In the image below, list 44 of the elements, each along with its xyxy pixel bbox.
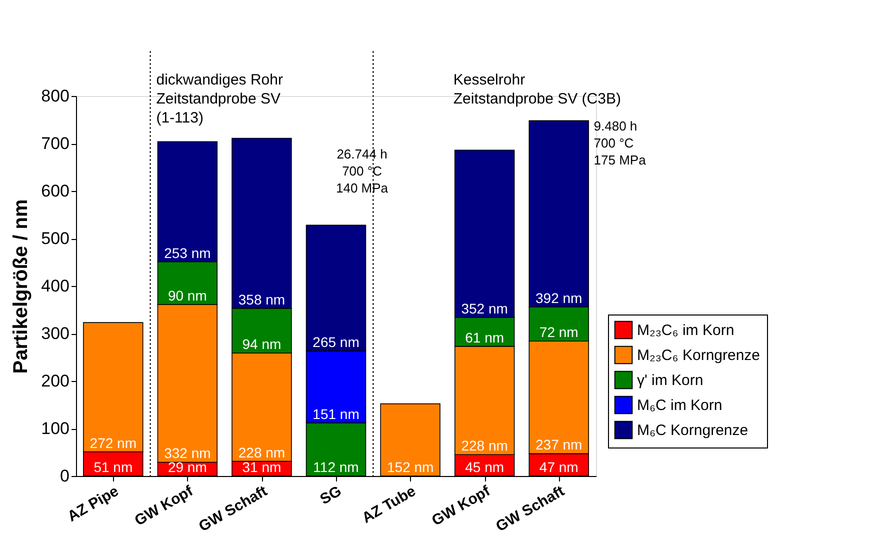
y-tick-label: 600 — [41, 182, 70, 200]
legend-label: γ' im Korn — [637, 372, 704, 389]
data-label: 228 nm — [238, 444, 286, 460]
data-label: 31 nm — [242, 459, 282, 475]
y-tick-label: 500 — [41, 229, 70, 248]
data-label: 332 nm — [164, 445, 211, 462]
data-label: 90 nm — [168, 288, 207, 304]
data-label: 94 nm — [242, 336, 282, 352]
x-tick-label: SG — [317, 482, 344, 508]
annotation: dickwandiges Rohr Zeitstandprobe SV (1-113) — [156, 71, 283, 126]
data-label: 352 nm — [461, 300, 508, 316]
y-tick-label: 0 — [60, 466, 70, 486]
data-label: 112 nm — [313, 459, 359, 475]
data-label: 392 nm — [536, 290, 582, 306]
y-tick-label: 700 — [41, 134, 70, 153]
y-tick-label: 200 — [41, 372, 70, 390]
y-tick-label: 100 — [41, 419, 70, 438]
data-label: 47 nm — [539, 459, 578, 475]
x-tick-label: AZ Pipe — [64, 482, 122, 526]
y-tick-label: 300 — [41, 324, 70, 343]
y-tick-label: 800 — [41, 86, 70, 106]
data-label: 61 nm — [465, 329, 504, 346]
annotation: 26.744 h 700 °C 140 MPa — [336, 146, 389, 196]
y-tick-label: 400 — [41, 276, 70, 296]
legend-label: M₆C im Korn — [637, 397, 722, 414]
data-label: 29 nm — [168, 459, 207, 475]
data-label: 151 nm — [312, 406, 360, 422]
data-label: 152 nm — [386, 459, 434, 475]
y-axis-title: Partikelgröße / nm — [10, 199, 32, 374]
data-label: 237 nm — [536, 436, 582, 453]
data-label: 228 nm — [461, 438, 508, 454]
legend-label: M₆C Korngrenze — [637, 422, 748, 439]
data-label: 253 nm — [164, 244, 211, 261]
data-label: 45 nm — [465, 459, 504, 475]
data-label: 72 nm — [539, 324, 578, 340]
legend-label: M₂₃C₆ Korngrenze — [637, 347, 760, 364]
annotation: Kesselrohr Zeitstandprobe SV (C3B) — [453, 71, 621, 108]
annotation: 9.480 h 700 °C 175 MPa — [594, 118, 647, 168]
data-label: 51 nm — [94, 459, 133, 475]
data-label: 265 nm — [312, 334, 360, 350]
data-label: 272 nm — [90, 434, 136, 451]
legend-label: M₂₃C₆ im Korn — [637, 322, 734, 339]
data-label: 358 nm — [238, 291, 286, 308]
x-tick-label: AZ Tube — [359, 482, 419, 527]
